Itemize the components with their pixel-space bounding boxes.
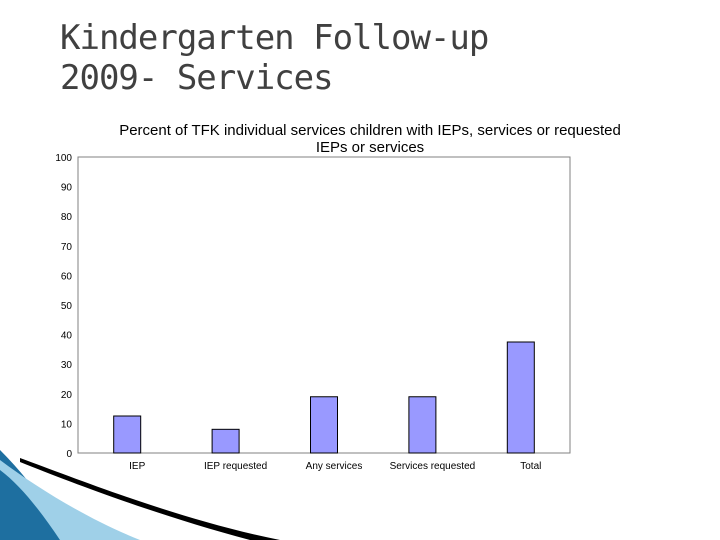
y-tick-label: 30 xyxy=(61,360,73,371)
bar xyxy=(506,341,535,454)
slide-title: Kindergarten Follow-up 2009- Services xyxy=(60,18,489,98)
chart-title: Percent of TFK individual services child… xyxy=(119,122,621,156)
y-tick-label: 70 xyxy=(61,242,73,253)
slide-title-line-2: 2009- Services xyxy=(60,58,334,98)
bar xyxy=(310,396,338,454)
swoosh-light-shape xyxy=(0,460,140,540)
y-tick-label: 100 xyxy=(55,153,72,164)
x-tick-label: Total xyxy=(520,461,541,472)
x-tick-label: Any services xyxy=(306,461,363,472)
y-tick-label: 60 xyxy=(61,271,73,282)
corner-swoosh-decoration xyxy=(0,450,280,540)
bar xyxy=(113,415,142,454)
y-tick-label: 90 xyxy=(61,183,73,194)
y-tick-label: 40 xyxy=(61,331,73,342)
y-tick-label: 50 xyxy=(61,301,73,312)
y-tick-label: 0 xyxy=(66,449,72,460)
slide-title-line-1: Kindergarten Follow-up xyxy=(60,18,489,58)
y-tick-label: 80 xyxy=(61,212,73,223)
x-tick-label: IEP xyxy=(129,461,145,472)
y-tick-label: 10 xyxy=(61,419,73,430)
x-tick-label: Services requested xyxy=(390,461,476,472)
bar xyxy=(211,428,240,454)
x-tick-label: IEP requested xyxy=(204,461,267,472)
y-tick-label: 20 xyxy=(61,390,73,401)
bar xyxy=(408,396,437,454)
